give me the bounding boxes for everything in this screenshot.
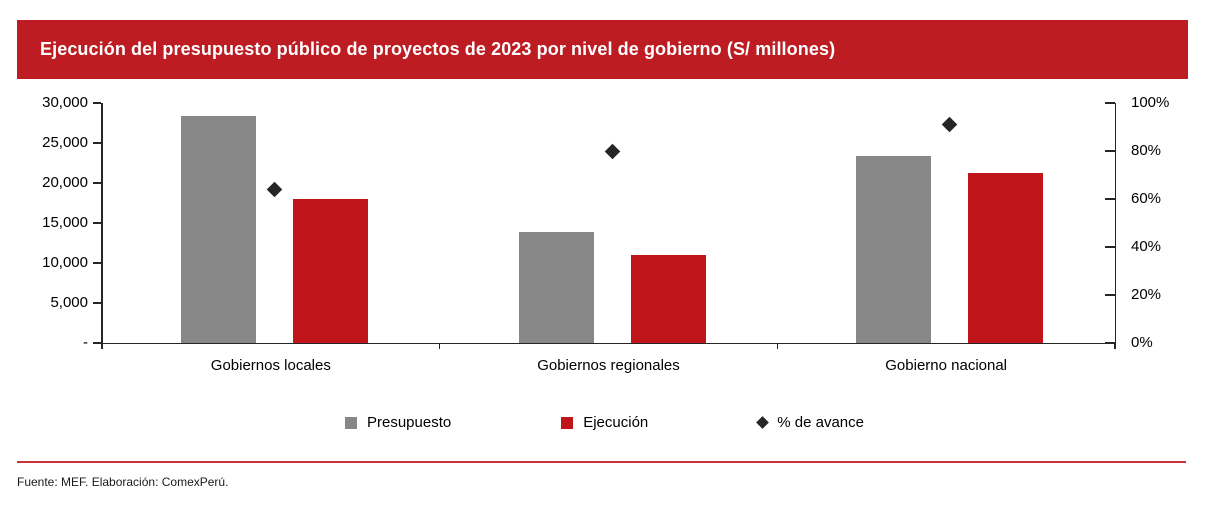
avance-diamond-icon (756, 416, 770, 429)
legend-item-avance: % de avance (756, 414, 864, 431)
y-axis-left (101, 103, 103, 349)
y-axis-right-tick (1105, 294, 1115, 296)
x-axis (101, 342, 1116, 344)
footer-divider (17, 461, 1186, 463)
chart-title: Ejecución del presupuesto público de pro… (40, 39, 836, 59)
y-axis-right-label: 20% (1131, 286, 1162, 303)
y-axis-left-label: 20,000 (42, 174, 88, 191)
y-axis-right-label: 60% (1131, 190, 1162, 207)
y-axis-left-label: 10,000 (42, 254, 88, 271)
y-axis-right-label: 100% (1131, 94, 1170, 111)
x-axis-tick (1114, 343, 1116, 349)
y-axis-right-tick (1105, 342, 1115, 344)
avance-diamond (942, 116, 958, 133)
y-axis-right-label: 40% (1131, 238, 1162, 255)
y-axis-left-tick (93, 222, 101, 224)
category-label: Gobierno nacional (885, 357, 1008, 374)
y-axis-left-label: 25,000 (42, 134, 88, 151)
y-axis-right-label: 0% (1131, 334, 1153, 351)
x-axis-tick (776, 343, 779, 349)
y-axis-left-tick (93, 302, 101, 304)
y-axis-right (1114, 103, 1116, 349)
category-label: Gobiernos regionales (537, 357, 680, 374)
legend-label-avance: % de avance (777, 414, 864, 431)
y-axis-left-tick (93, 342, 101, 344)
y-axis-right-tick (1105, 150, 1115, 152)
legend-label-ejecucion: Ejecución (583, 414, 649, 431)
presupuesto-square-icon (344, 416, 357, 429)
bar-ejecucion (968, 173, 1044, 343)
x-axis-tick (438, 343, 441, 349)
legend-item-presupuesto: Presupuesto (344, 414, 452, 431)
y-axis-right-label: 80% (1131, 142, 1162, 159)
title-banner: Ejecución del presupuesto público de pro… (17, 20, 1188, 79)
y-axis-left-tick (93, 102, 101, 104)
category-label: Gobiernos locales (210, 357, 331, 374)
y-axis-right-tick (1105, 198, 1115, 200)
legend: Presupuesto Ejecución % de avance (0, 414, 1209, 431)
y-axis-left-label: - (83, 334, 88, 351)
ejecucion-square-icon (561, 416, 574, 429)
y-axis-left-tick (93, 142, 101, 144)
avance-diamond (266, 181, 283, 198)
source-note: Fuente: MEF. Elaboración: ComexPerú. (17, 475, 229, 489)
legend-label-presupuesto: Presupuesto (366, 414, 452, 431)
y-axis-left-tick (93, 262, 101, 264)
bar-presupuesto (856, 155, 932, 343)
bar-ejecucion (293, 199, 368, 343)
y-axis-left-label: 15,000 (42, 214, 88, 231)
x-axis-tick (101, 343, 103, 349)
avance-diamond (604, 143, 620, 159)
y-axis-right-tick (1105, 102, 1115, 104)
y-axis-left-label: 5,000 (50, 294, 88, 311)
bar-presupuesto (518, 231, 594, 343)
legend-item-ejecucion: Ejecución (561, 414, 648, 431)
bar-presupuesto (181, 115, 256, 343)
y-axis-right-tick (1105, 246, 1115, 248)
bar-ejecucion (630, 255, 706, 343)
y-axis-left-tick (93, 182, 101, 184)
y-axis-left-label: 30,000 (42, 94, 88, 111)
